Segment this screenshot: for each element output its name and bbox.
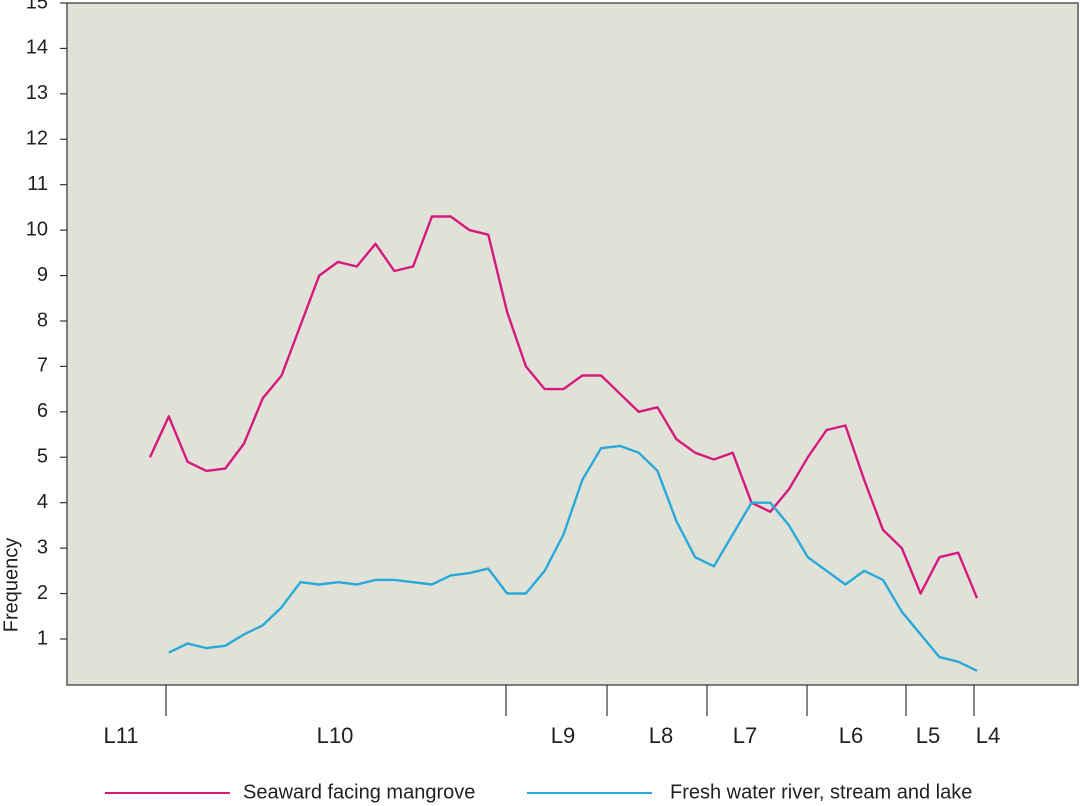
- y-tick-label: 14: [26, 37, 48, 59]
- y-tick-label: 4: [37, 491, 48, 513]
- zone-label: L7: [733, 723, 757, 748]
- zone-label: L4: [976, 723, 1000, 748]
- y-tick-label: 5: [37, 446, 48, 468]
- zone-label: L10: [317, 723, 354, 748]
- y-tick-label: 13: [26, 82, 48, 104]
- y-tick-label: 9: [37, 264, 48, 286]
- legend-label: Fresh water river, stream and lake: [670, 781, 972, 803]
- y-tick-label: 7: [37, 355, 48, 377]
- y-tick-label: 1: [37, 627, 48, 649]
- y-tick-label: 12: [26, 128, 48, 150]
- y-tick-label: 15: [26, 0, 48, 13]
- y-tick-label: 2: [37, 582, 48, 604]
- y-tick-label: 6: [37, 400, 48, 422]
- zone-label: L6: [839, 723, 863, 748]
- y-tick-label: 10: [26, 218, 48, 240]
- y-tick-label: 3: [37, 536, 48, 558]
- zone-label: L11: [103, 723, 138, 748]
- series-line: [148, 215, 979, 599]
- plot-area: [66, 2, 1079, 686]
- y-axis-label: Frequency: [0, 538, 22, 633]
- y-tick-label: 11: [27, 173, 48, 195]
- zone-label: L5: [916, 723, 940, 748]
- zone-label: L9: [551, 723, 575, 748]
- y-tick-label: 8: [37, 309, 48, 331]
- series-line: [168, 444, 978, 672]
- legend-label: Seaward facing mangrove: [243, 781, 475, 803]
- zone-label: L8: [649, 723, 673, 748]
